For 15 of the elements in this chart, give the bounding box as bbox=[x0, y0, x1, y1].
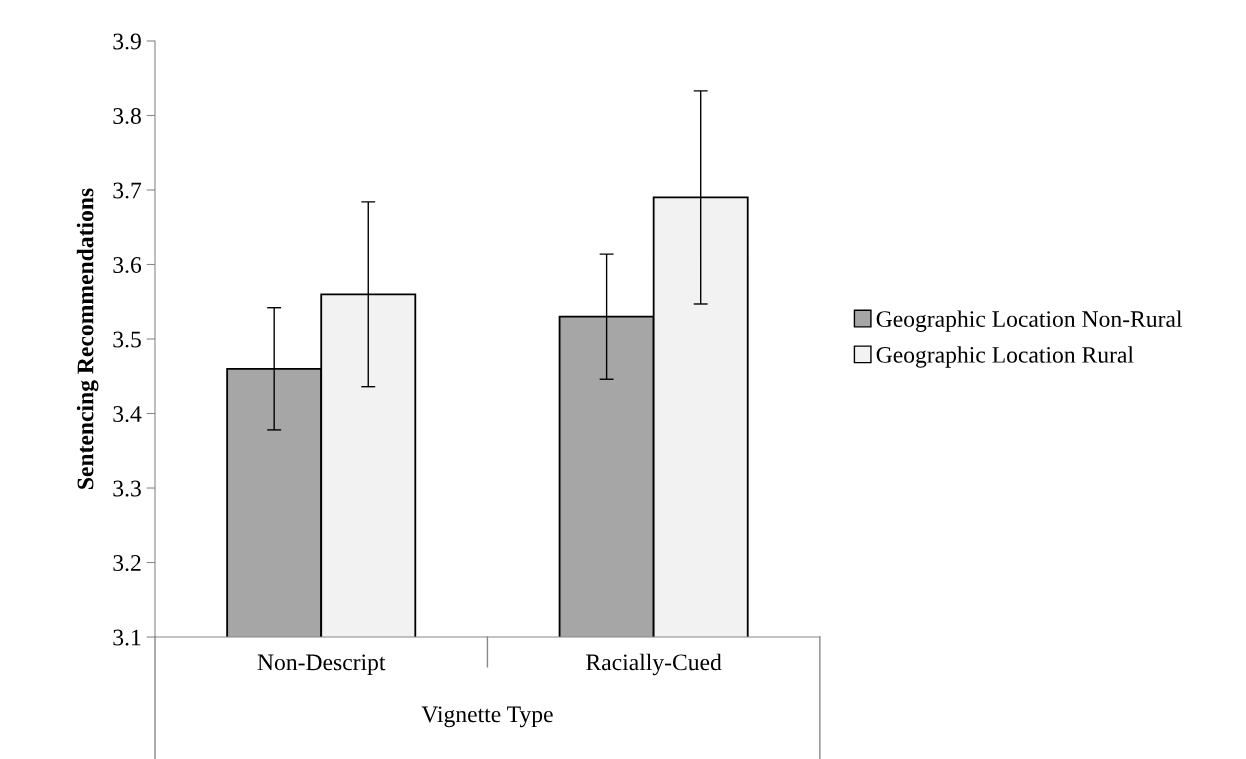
y-axis-title: Sentencing Recommendations bbox=[76, 188, 99, 489]
y-tick-label: 3.2 bbox=[113, 555, 141, 572]
y-tick-label: 3.7 bbox=[113, 182, 142, 199]
y-tick-label: 3.6 bbox=[113, 257, 142, 274]
x-axis-title: Vignette Type bbox=[421, 706, 553, 728]
legend-label: Geographic Location Non-Rural bbox=[876, 310, 1183, 332]
x-tick-label: Non-Descript bbox=[257, 654, 386, 676]
legend-label: Geographic Location Rural bbox=[876, 346, 1134, 368]
x-tick-label: Racially-Cued bbox=[586, 653, 722, 676]
y-tick-label: 3.5 bbox=[113, 331, 141, 348]
y-tick-label: 3.1 bbox=[113, 629, 141, 646]
y-tick-label: 3.8 bbox=[113, 107, 141, 125]
y-tick-label: 3.3 bbox=[113, 480, 141, 497]
y-tick-label: 3.4 bbox=[113, 406, 142, 423]
y-tick-label: 3.9 bbox=[113, 33, 141, 50]
